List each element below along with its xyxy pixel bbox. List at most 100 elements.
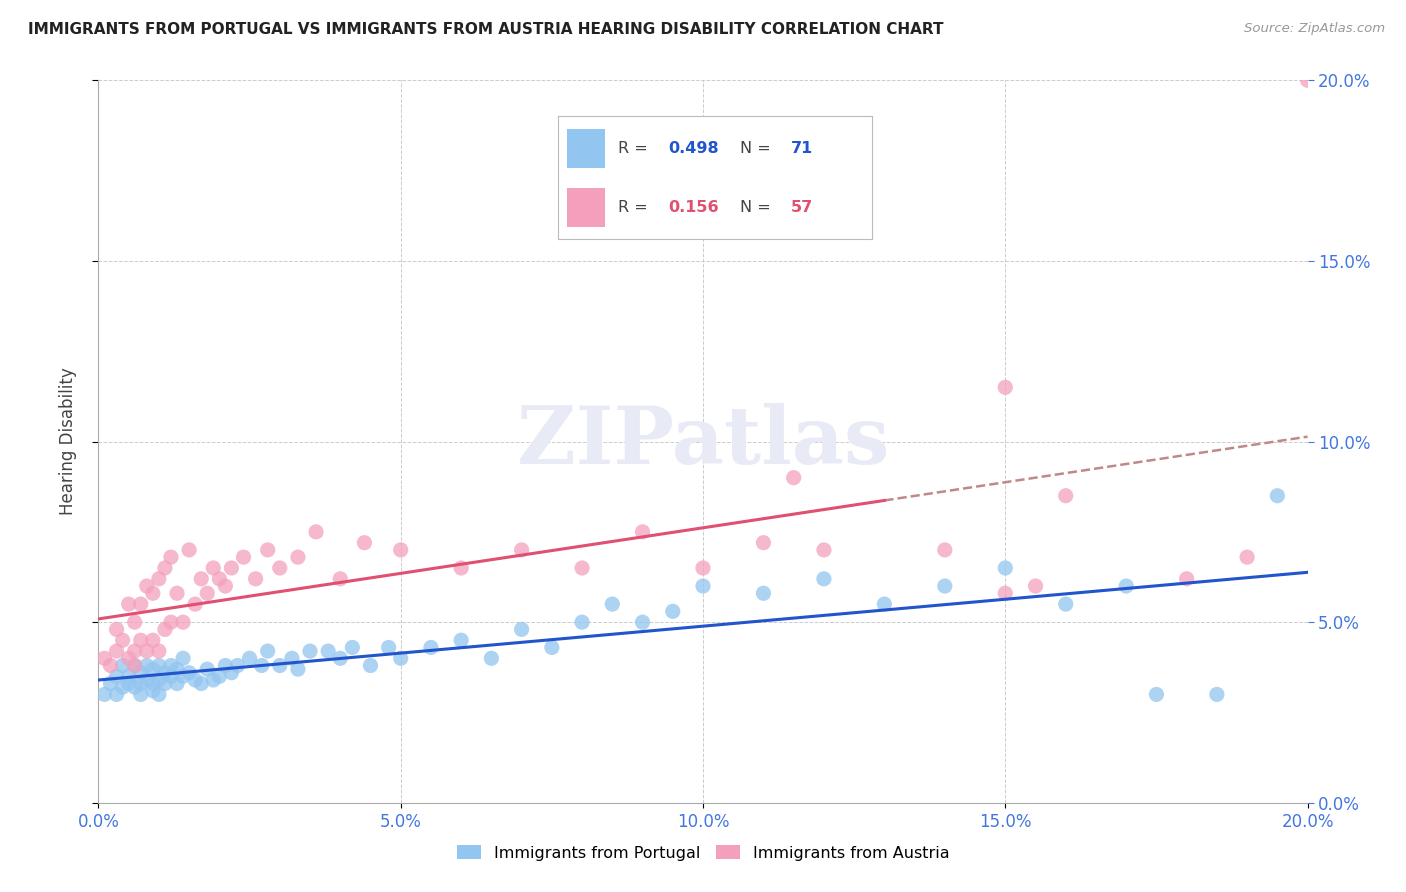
Point [540,640,562,655]
Point [166,662,188,676]
Point [269,658,291,673]
Point [202,673,225,687]
Point [100,658,122,673]
Point [166,676,188,690]
Point [100,676,122,690]
Point [153,665,176,680]
Point [142,662,165,676]
Point [450,633,472,648]
Point [1024,579,1046,593]
Point [316,644,339,658]
Point [148,658,170,673]
Point [93,687,115,701]
Point [172,651,194,665]
Point [195,662,218,676]
Point [129,633,152,648]
Point [783,471,806,485]
Point [142,683,165,698]
Point [994,380,1017,394]
Point [752,586,775,600]
Point [389,542,412,557]
Y-axis label: Hearing Disability: Hearing Disability [59,368,77,516]
Point [124,658,146,673]
Point [93,651,115,665]
Point [934,542,956,557]
Point [287,662,309,676]
Point [934,579,956,593]
Point [1296,73,1319,87]
Point [994,561,1017,575]
Point [118,676,141,690]
Point [510,542,533,557]
Point [142,633,165,648]
Point [153,676,176,690]
Point [160,550,183,565]
Point [389,651,412,665]
Point [287,550,309,565]
Point [1115,579,1137,593]
Point [153,623,176,637]
Point [179,542,201,557]
Point [142,586,165,600]
Point [571,615,593,630]
Point [245,572,267,586]
Point [329,651,352,665]
Point [129,687,152,701]
Point [160,669,183,683]
Point [160,615,183,630]
Point [661,604,683,618]
Point [124,644,146,658]
Point [135,658,157,673]
Point [179,665,201,680]
Point [172,669,194,683]
Point [281,651,304,665]
Point [232,550,254,565]
Point [1054,489,1077,503]
Point [105,687,128,701]
Point [142,676,165,690]
Text: IMMIGRANTS FROM PORTUGAL VS IMMIGRANTS FROM AUSTRIA HEARING DISABILITY CORRELATI: IMMIGRANTS FROM PORTUGAL VS IMMIGRANTS F… [28,22,943,37]
Text: Source: ZipAtlas.com: Source: ZipAtlas.com [1244,22,1385,36]
Point [1267,489,1289,503]
Point [873,597,896,611]
Point [269,561,291,575]
Point [305,524,328,539]
Point [172,615,194,630]
Point [118,651,141,665]
Point [353,535,375,549]
Point [124,680,146,694]
Point [752,535,775,549]
Point [129,597,152,611]
Point [129,676,152,690]
Point [1054,597,1077,611]
Point [148,572,170,586]
Point [239,651,262,665]
Point [105,644,128,658]
Point [184,673,207,687]
Point [118,669,141,683]
Point [571,561,593,575]
Point [160,658,183,673]
Point [692,579,714,593]
Point [153,561,176,575]
Point [631,615,654,630]
Point [105,669,128,683]
Point [124,658,146,673]
Point [105,623,128,637]
Point [135,644,157,658]
Point [124,615,146,630]
Point [1175,572,1198,586]
Point [135,673,157,687]
Point [450,561,472,575]
Point [190,676,212,690]
Point [813,572,835,586]
Point [190,572,212,586]
Point [202,561,225,575]
Point [111,658,134,673]
Point [1144,687,1167,701]
Point [1236,550,1258,565]
Point [148,673,170,687]
Legend: Immigrants from Portugal, Immigrants from Austria: Immigrants from Portugal, Immigrants fro… [450,838,956,867]
Point [214,658,236,673]
Point [118,597,141,611]
